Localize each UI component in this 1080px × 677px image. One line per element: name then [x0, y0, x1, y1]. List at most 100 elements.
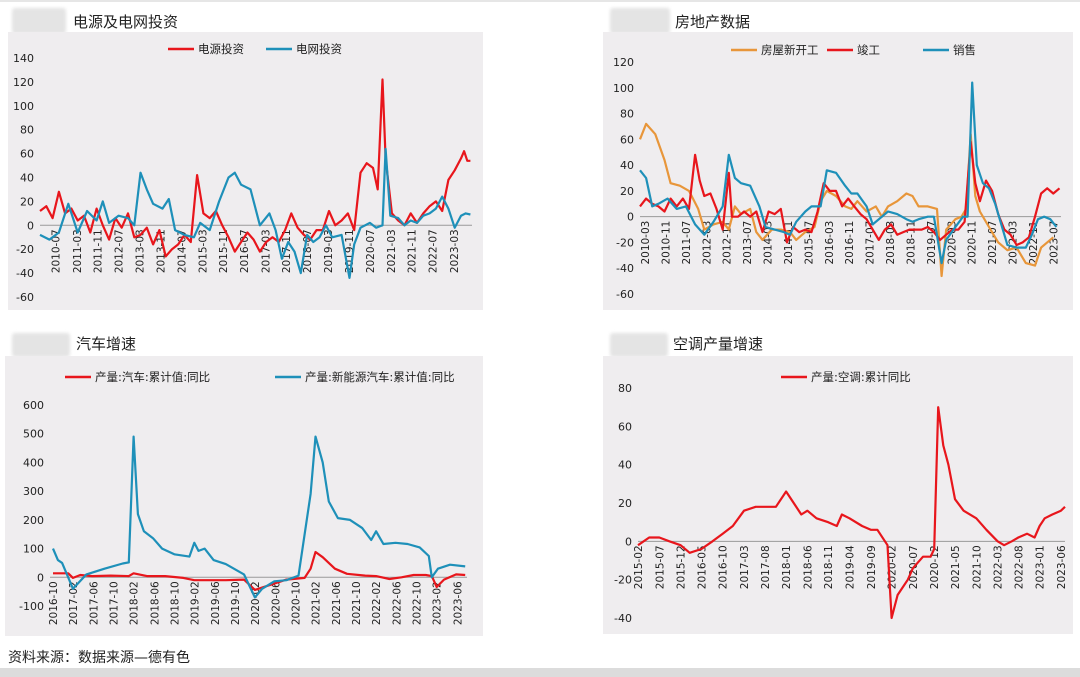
x-tick-label: 2011-11: [92, 229, 104, 273]
x-tick-label: 2013-03: [135, 229, 147, 273]
x-tick-label: 2017-02: [68, 581, 80, 625]
x-tick-label: 2015-07: [654, 545, 666, 589]
y-tick-label: 100: [13, 100, 34, 113]
y-tick-label: 0: [625, 535, 632, 548]
y-tick-label: 300: [23, 485, 44, 498]
redacted-logo: [12, 333, 70, 357]
chart-realestate-svg: -60 -40 -20 0 20 40 60 80 100 120 2010-03 2010-11 20…: [613, 43, 1061, 301]
x-tick-label: 2019-10: [230, 581, 242, 625]
y-tick-label: 20: [618, 497, 632, 510]
x-tick-label: 2022-06: [392, 581, 404, 625]
x-tick-label: 2021-05: [950, 545, 962, 589]
y-tick-label: 40: [620, 159, 634, 172]
x-tick-label: 2012-07: [114, 229, 126, 273]
y-tick-label: 60: [20, 148, 34, 161]
x-tick-label: 2017-03: [260, 229, 272, 273]
legend-label: 竣工: [857, 43, 880, 57]
x-tick-label: 2021-10: [351, 581, 363, 625]
y-tick-label: 60: [618, 420, 632, 433]
x-tick-label: 2020-10: [290, 581, 302, 625]
redacted-logo: [12, 8, 66, 34]
x-tick-label: 2021-10: [971, 545, 983, 589]
x-tick-label: 2021-03: [386, 229, 398, 273]
x-tick-label: 2014-03: [763, 221, 775, 265]
x-tick-label: 2017-08: [760, 545, 772, 589]
legend-label: 电网投资: [296, 42, 342, 56]
x-tick-label: 2013-11: [155, 229, 167, 273]
x-tick-label: 2021-11: [407, 229, 419, 273]
x-tick-label: 2016-10: [718, 545, 730, 589]
y-tick-label: -40: [16, 267, 34, 280]
series-line-power-1: [39, 147, 471, 279]
x-tick-label: 2019-06: [210, 581, 222, 625]
chart-title-auto: 汽车增速: [76, 335, 137, 353]
x-tick-label: 2018-06: [802, 545, 814, 589]
x-tick-label: 2022-07: [428, 229, 440, 273]
x-tick-label: 2020-06: [270, 581, 282, 625]
x-tick-label: 2015-12: [676, 545, 688, 589]
x-tick-label: 2018-06: [149, 581, 161, 625]
chart-auto: -100 0 100 200 300 400 500 600 2016-10 2017-02 201…: [5, 356, 483, 636]
legend-label: 房屋新开工: [761, 43, 819, 57]
chart-title-realestate: 房地产数据: [675, 13, 751, 31]
x-tick-label: 2020-07: [365, 229, 377, 273]
legend-label: 产量:新能源汽车:累计值:同比: [305, 370, 455, 384]
x-tick-label: 2023-02: [432, 581, 444, 625]
x-tick-label: 2015-02: [633, 545, 645, 589]
x-tick-label: 2019-03: [323, 229, 335, 273]
y-tick-label: -40: [614, 612, 632, 625]
y-tick-label: 60: [620, 133, 634, 146]
x-tick-label: 2018-02: [129, 581, 141, 625]
x-tick-label: 2020-12: [929, 545, 941, 589]
series-line-auto-0: [53, 550, 466, 591]
chart-power-svg: -60 -40 -20 0 20 40 60 80 100 120 140 2010-07 2011-0…: [13, 42, 472, 304]
chart-ac: -40 -20 0 20 40 60 80 2015-02 2015-07 2015-12 2016…: [603, 356, 1073, 634]
y-tick-label: 20: [20, 195, 34, 208]
y-tick-label: -20: [16, 243, 34, 256]
y-tick-label: 100: [613, 82, 634, 95]
source-note: 资料来源：数据来源—德有色: [8, 650, 190, 666]
y-tick-label: 120: [613, 56, 634, 69]
legend-label: 产量:汽车:累计值:同比: [95, 370, 210, 384]
series-line-auto-1: [51, 435, 466, 599]
legend-label: 电源投资: [198, 42, 244, 56]
y-tick-label: 40: [20, 172, 34, 185]
chart-title-power: 电源及电网投资: [73, 13, 179, 31]
y-tick-label: -60: [16, 291, 34, 304]
x-tick-label: 2023-07: [1048, 221, 1060, 265]
x-tick-label: 2010-11: [660, 221, 672, 265]
y-tick-label: 200: [23, 514, 44, 527]
legend-label: 产量:空调:累计同比: [811, 370, 911, 384]
x-tick-label: 2017-10: [109, 581, 121, 625]
y-tick-label: 20: [620, 185, 634, 198]
x-tick-label: 2018-11: [905, 221, 917, 265]
y-tick-label: 500: [23, 428, 44, 441]
series-line-realestate-2: [639, 81, 1058, 265]
y-tick-label: 400: [23, 456, 44, 469]
redacted-logo: [610, 333, 668, 357]
bottom-bar: [0, 668, 1080, 677]
x-tick-label: 2016-10: [48, 581, 60, 625]
x-tick-label: 2023-06: [1056, 545, 1068, 589]
y-tick-label: 600: [23, 399, 44, 412]
chart-auto-svg: -100 0 100 200 300 400 500 600 2016-10 2017-02 201…: [19, 370, 467, 625]
x-tick-label: 2015-11: [218, 229, 230, 273]
chart-title-ac: 空调产量增速: [673, 335, 764, 353]
y-tick-label: 120: [13, 76, 34, 89]
x-tick-label: 2010-07: [51, 229, 63, 273]
x-tick-label: 2022-03: [1008, 221, 1020, 265]
y-tick-label: 0: [37, 571, 44, 584]
y-tick-label: -100: [19, 600, 44, 613]
x-tick-label: 2023-03: [449, 229, 461, 273]
x-tick-label: 2022-10: [412, 581, 424, 625]
x-tick-label: 2022-03: [993, 545, 1005, 589]
y-tick-label: 100: [23, 543, 44, 556]
x-tick-label: 2021-02: [310, 581, 322, 625]
y-tick-label: 0: [627, 211, 634, 224]
x-tick-label: 2016-11: [844, 221, 856, 265]
chart-realestate: -60 -40 -20 0 20 40 60 80 100 120 2010-03 2010-11 20…: [603, 32, 1073, 310]
chart-power: -60 -40 -20 0 20 40 60 80 100 120 140 2010-07 2011-0…: [8, 32, 483, 310]
x-tick-label: 2020-11: [967, 221, 979, 265]
x-tick-label: 2018-10: [169, 581, 181, 625]
x-tick-label: 2011-07: [681, 221, 693, 265]
